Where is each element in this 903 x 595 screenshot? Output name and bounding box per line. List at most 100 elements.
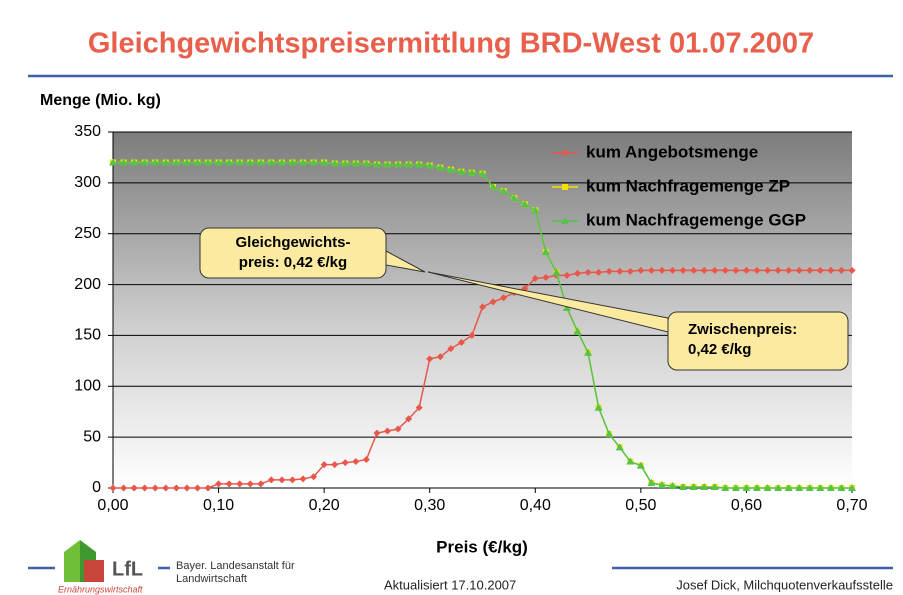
point	[616, 267, 624, 275]
point	[637, 266, 645, 274]
point	[721, 266, 729, 274]
point	[457, 339, 465, 347]
point	[225, 480, 233, 488]
point	[119, 158, 128, 166]
point	[636, 461, 645, 469]
point	[383, 160, 392, 168]
point	[574, 269, 582, 277]
point	[584, 268, 592, 276]
point	[172, 484, 180, 492]
point	[584, 348, 593, 356]
y-axis-label: Menge (Mio. kg)	[40, 92, 161, 109]
legend-label: kum Nachfragemenge GGP	[586, 210, 806, 229]
point	[561, 149, 569, 157]
point	[478, 169, 487, 177]
point	[162, 484, 170, 492]
point	[552, 268, 561, 276]
institute: Landwirtschaft	[176, 573, 247, 585]
point	[499, 186, 508, 194]
legend: kum Angebotsmenge kum Nachfragemenge ZP ku…	[552, 142, 806, 229]
point	[561, 217, 569, 224]
x-tick-label: 0,20	[309, 497, 340, 514]
point	[235, 158, 244, 166]
point	[848, 266, 856, 274]
point	[130, 484, 138, 492]
point	[742, 484, 751, 491]
point	[151, 484, 159, 492]
point	[267, 476, 275, 484]
point	[467, 168, 476, 176]
point	[182, 158, 191, 166]
point	[172, 158, 181, 166]
author: Josef Dick, Milchquotenverkaufsstelle	[676, 577, 893, 592]
point	[141, 484, 149, 492]
point	[626, 267, 634, 275]
point	[320, 158, 329, 166]
x-tick-label: 0,60	[731, 497, 762, 514]
annotations: Gleichgewichts-preis: 0,42 €/kg Zwischenp…	[199, 227, 849, 371]
point	[731, 484, 740, 491]
point	[457, 167, 466, 175]
point	[288, 476, 296, 484]
point	[425, 161, 434, 169]
point	[710, 482, 719, 490]
point	[563, 271, 571, 279]
point	[489, 298, 497, 306]
point	[415, 404, 423, 412]
point	[742, 266, 750, 274]
y-tick-label: 50	[83, 428, 101, 445]
point	[236, 480, 244, 488]
point	[795, 484, 804, 491]
point	[362, 456, 370, 464]
y-tick-label: 150	[74, 327, 101, 344]
point	[752, 484, 761, 491]
point	[679, 482, 688, 490]
point	[679, 266, 687, 274]
x-tick-label: 0,40	[520, 497, 551, 514]
point	[647, 478, 656, 486]
callout-text: preis: 0,42 €/kg	[239, 254, 347, 271]
point	[436, 163, 445, 171]
y-tick-label: 300	[74, 174, 101, 191]
x-tick-label: 0,70	[836, 497, 867, 514]
x-tick-label: 0,30	[414, 497, 445, 514]
point	[468, 331, 476, 339]
x-tick-label: 0,00	[97, 497, 128, 514]
point	[447, 345, 455, 353]
point	[500, 294, 508, 302]
y-tick-label: 200	[74, 276, 101, 293]
point	[310, 473, 318, 481]
point	[605, 267, 613, 275]
point	[109, 158, 117, 166]
point	[277, 158, 286, 166]
point	[183, 484, 191, 492]
point	[626, 457, 635, 465]
point	[405, 415, 413, 423]
point	[193, 158, 202, 166]
point	[595, 268, 603, 276]
point	[689, 482, 698, 490]
point	[753, 266, 761, 274]
point	[520, 200, 529, 208]
point	[256, 158, 265, 166]
point	[120, 484, 128, 492]
callout-box	[667, 311, 849, 371]
point	[837, 484, 846, 491]
callout-text: Zwischenpreis:	[688, 321, 797, 338]
point	[161, 158, 170, 166]
point	[837, 266, 845, 274]
point	[774, 266, 782, 274]
point	[541, 248, 550, 256]
point	[827, 266, 835, 274]
point	[299, 158, 308, 166]
point	[784, 484, 793, 491]
y-tick-label: 100	[74, 378, 101, 395]
point	[669, 266, 677, 274]
series	[109, 158, 856, 492]
updated: Aktualisiert 17.10.2007	[384, 577, 516, 592]
point	[816, 484, 825, 491]
point	[732, 266, 740, 274]
point	[795, 266, 803, 274]
legend-label: kum Angebotsmenge	[586, 142, 758, 161]
